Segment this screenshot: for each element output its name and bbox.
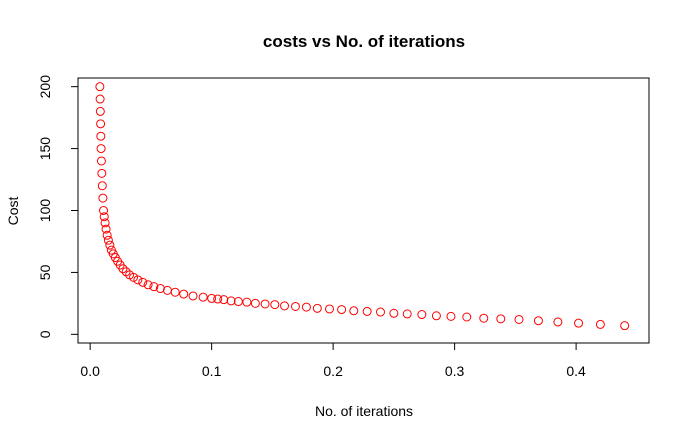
data-point [250, 298, 260, 308]
y-axis-label: Cost [5, 197, 21, 226]
data-point [479, 313, 489, 323]
x-axis-label: No. of iterations [315, 403, 413, 419]
data-point [98, 193, 108, 203]
data-point [133, 275, 143, 285]
y-tick-label: 50 [37, 264, 53, 280]
data-point [446, 311, 456, 321]
data-point [101, 224, 111, 234]
data-point [362, 306, 372, 316]
data-point [270, 300, 280, 310]
y-tick-label: 100 [37, 199, 53, 223]
data-point [553, 317, 563, 327]
data-point [105, 240, 115, 250]
data-point [219, 295, 229, 305]
data-point [103, 235, 113, 245]
data-point [95, 106, 105, 116]
data-point [417, 310, 427, 320]
y-tick-label: 200 [37, 75, 53, 99]
data-point [376, 307, 386, 317]
data-point [162, 285, 172, 295]
data-point [533, 316, 543, 326]
data-point [349, 306, 359, 316]
data-point [242, 297, 252, 307]
data-point [149, 282, 159, 292]
data-point [96, 119, 106, 129]
data-point [213, 294, 223, 304]
plot-frame [77, 77, 650, 344]
data-point [389, 308, 399, 318]
y-axis: 0 50 100 150 200 [37, 75, 79, 338]
data-point [118, 264, 128, 274]
data-point [96, 156, 106, 166]
data-point [233, 297, 243, 307]
data-point [301, 302, 311, 312]
data-point [337, 305, 347, 315]
data-point [431, 311, 441, 321]
data-point [129, 272, 139, 282]
data-point [260, 299, 270, 309]
x-tick-label: 0.4 [566, 363, 586, 379]
data-point [99, 212, 109, 222]
data-point [95, 82, 105, 92]
data-point [620, 321, 630, 331]
x-tick-label: 0.2 [323, 363, 343, 379]
data-point [97, 181, 107, 191]
data-point [312, 303, 322, 313]
data-point [179, 289, 189, 299]
data-point [226, 296, 236, 306]
data-point [290, 301, 300, 311]
x-tick-label: 0.3 [445, 363, 465, 379]
data-point [402, 309, 412, 319]
x-tick-label: 0.0 [80, 363, 100, 379]
y-tick-label: 150 [37, 137, 53, 161]
data-point [514, 314, 524, 324]
data-point [97, 168, 107, 178]
data-point [170, 287, 180, 297]
data-point [99, 206, 109, 215]
data-point [462, 312, 472, 322]
x-tick-label: 0.1 [202, 363, 222, 379]
data-point [155, 284, 165, 294]
data-points [95, 82, 630, 331]
data-point [188, 291, 198, 301]
data-point [95, 94, 105, 104]
data-point [138, 277, 148, 287]
data-point [100, 218, 110, 228]
data-point [324, 304, 334, 314]
data-point [280, 301, 290, 311]
chart-title: costs vs No. of iterations [263, 32, 465, 51]
data-point [198, 292, 208, 302]
y-tick-label: 0 [37, 330, 53, 338]
x-axis: 0.0 0.1 0.2 0.3 0.4 [80, 342, 586, 379]
data-point [96, 131, 106, 141]
data-point [207, 293, 217, 303]
data-point [595, 319, 605, 329]
data-point [96, 144, 106, 154]
data-point [496, 314, 506, 324]
data-point [143, 280, 153, 290]
data-point [102, 230, 112, 240]
data-point [574, 318, 584, 328]
